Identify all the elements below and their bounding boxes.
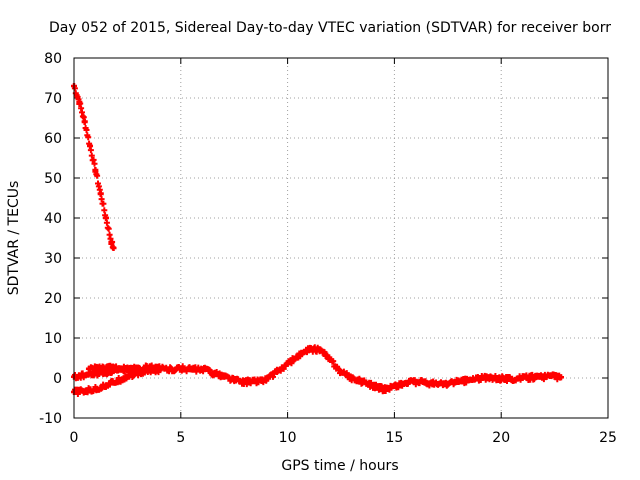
data-point <box>508 375 515 382</box>
x-axis-label: GPS time / hours <box>281 458 398 474</box>
data-point <box>87 143 94 149</box>
x-tick-label: 25 <box>599 430 617 446</box>
data-point <box>110 245 117 251</box>
data-point <box>370 383 377 389</box>
data-point <box>391 383 398 389</box>
x-tick-label: 5 <box>176 430 185 446</box>
data-point <box>92 167 99 173</box>
x-tick-label: 10 <box>279 430 297 446</box>
data-point <box>476 375 483 381</box>
data-point <box>209 370 216 377</box>
data-point <box>348 375 355 381</box>
y-tick-label: 40 <box>44 211 62 227</box>
data-point <box>412 379 419 385</box>
data-point <box>103 382 110 389</box>
y-tick-label: 50 <box>44 171 62 187</box>
data-point <box>252 378 259 385</box>
data-point <box>434 381 441 387</box>
y-tick-label: 10 <box>44 331 62 347</box>
data-point <box>145 364 152 371</box>
data-point <box>263 376 270 383</box>
data-point <box>305 347 312 353</box>
data-point <box>284 361 291 367</box>
data-point <box>273 369 280 375</box>
y-tick-label: 0 <box>53 371 62 387</box>
data-point <box>81 388 88 395</box>
data-point <box>444 380 451 387</box>
data-point <box>359 379 366 385</box>
data-point <box>530 374 537 381</box>
data-point <box>466 377 473 383</box>
y-tick-label: 80 <box>44 51 62 67</box>
data-point <box>156 365 163 372</box>
data-point <box>108 239 115 245</box>
series-markers <box>71 344 564 395</box>
data-point <box>76 99 83 105</box>
y-tick-label: -10 <box>39 411 62 427</box>
data-point <box>135 365 142 371</box>
gridlines <box>74 58 608 418</box>
data-point <box>380 386 387 393</box>
y-tick-label: 20 <box>44 291 62 307</box>
data-point <box>81 119 88 125</box>
data-point <box>103 215 110 221</box>
data-point <box>231 377 238 383</box>
data-point <box>338 369 344 375</box>
data-point <box>487 375 494 381</box>
data-point <box>316 346 323 353</box>
y-tick-label: 70 <box>44 91 62 107</box>
data-point <box>92 386 99 393</box>
chart-title: Day 052 of 2015, Sidereal Day-to-day VTE… <box>49 20 611 36</box>
data-point <box>205 366 212 373</box>
data-point <box>124 373 131 380</box>
y-tick-label: 60 <box>44 131 62 147</box>
series-0 <box>71 83 117 251</box>
data-point <box>540 373 547 380</box>
x-tick-label: 15 <box>385 430 403 446</box>
data-point <box>327 357 334 363</box>
data-point <box>498 375 505 382</box>
data-point <box>241 379 248 385</box>
data-points <box>71 83 565 397</box>
data-point <box>423 379 430 386</box>
data-point <box>177 365 184 372</box>
data-point <box>188 366 195 373</box>
y-axis-label: SDTVAR / TECUs <box>6 181 22 296</box>
data-point <box>167 366 174 373</box>
data-point <box>402 380 409 387</box>
data-point <box>551 373 558 380</box>
plot-frame <box>73 57 609 419</box>
data-point <box>455 379 462 385</box>
ticks: 0 5 10 15 20 25 -10 0 10 20 30 40 50 60 70 80 <box>39 51 617 446</box>
data-point <box>113 378 120 385</box>
series-markers <box>71 83 117 251</box>
data-point <box>220 373 227 379</box>
data-point <box>199 367 206 373</box>
data-point <box>519 375 526 381</box>
data-point <box>97 191 104 197</box>
x-tick-label: 0 <box>70 430 79 446</box>
x-tick-label: 20 <box>492 430 510 446</box>
y-tick-label: 30 <box>44 251 62 267</box>
series-3 <box>71 344 565 395</box>
data-point <box>295 353 302 359</box>
data-point <box>558 374 565 381</box>
